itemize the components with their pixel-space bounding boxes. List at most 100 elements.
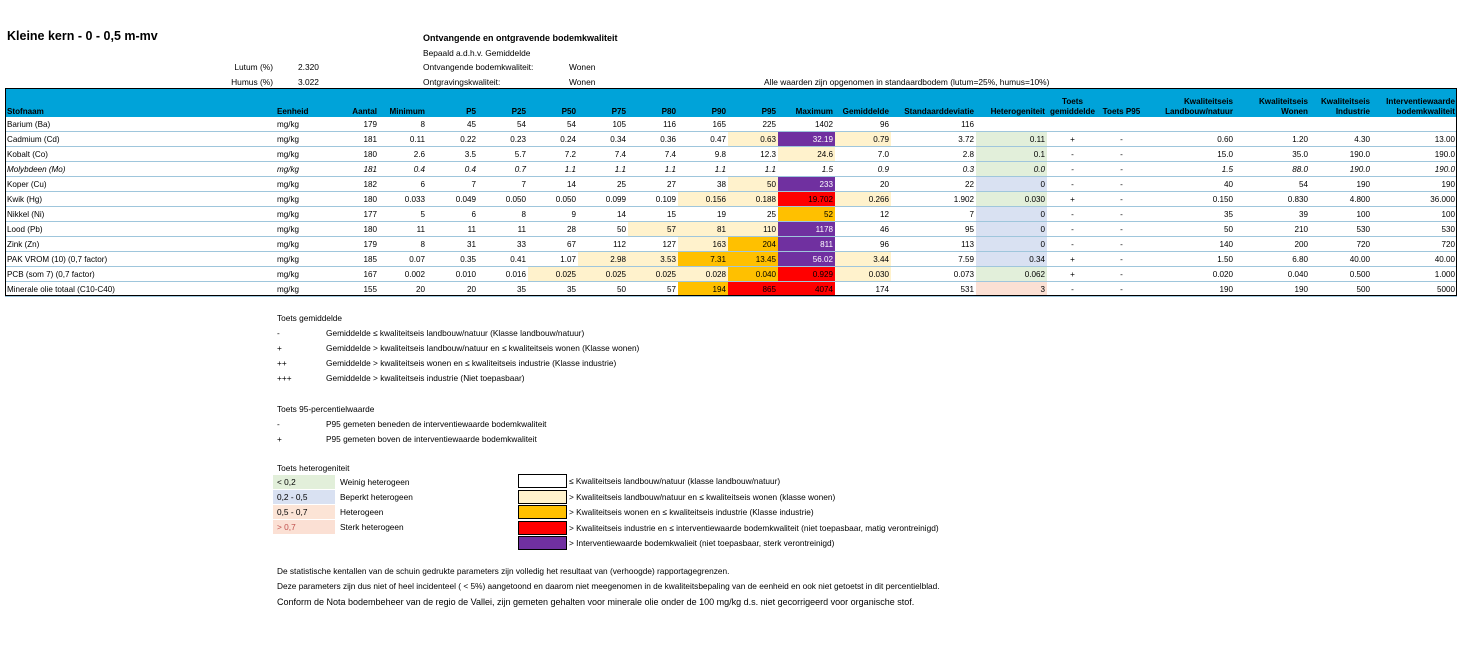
table-cell: 0.0 bbox=[976, 161, 1047, 177]
table-cell: 0.040 bbox=[1235, 266, 1310, 282]
table-cell: mg/kg bbox=[275, 251, 333, 267]
table-row: Barium (Ba) mg/kg 179 8 45 54 54 105 116 165 225 14… bbox=[5, 117, 1457, 132]
table-cell: 177 bbox=[333, 206, 379, 222]
table-cell: 45 bbox=[427, 117, 478, 132]
table-cell: Kwik (Hg) bbox=[5, 191, 275, 207]
table-cell: Nikkel (Ni) bbox=[5, 206, 275, 222]
table-cell bbox=[1047, 117, 1098, 132]
table-cell: 14 bbox=[578, 206, 628, 222]
table-cell: 0.500 bbox=[1310, 266, 1372, 282]
table-cell: 0.47 bbox=[678, 131, 728, 147]
color-swatch bbox=[518, 536, 567, 550]
table-cell: 11 bbox=[379, 221, 427, 237]
table-cell: 81 bbox=[678, 221, 728, 237]
table-cell: 96 bbox=[835, 117, 891, 132]
table-cell: 2.98 bbox=[578, 251, 628, 267]
legend-text: Gemiddelde > kwaliteitseis landbouw/natu… bbox=[326, 343, 640, 353]
table-cell: 5.7 bbox=[478, 146, 528, 162]
table-cell: 1.1 bbox=[578, 161, 628, 177]
receiving-label: Ontvangende bodemkwaliteit: bbox=[423, 62, 534, 72]
table-row: Kobalt (Co) mg/kg 180 2.6 3.5 5.7 7.2 7.4 7.4 9.8… bbox=[5, 146, 1457, 162]
table-cell bbox=[1145, 117, 1235, 132]
table-cell: 25 bbox=[728, 206, 778, 222]
table-cell: 3.53 bbox=[628, 251, 678, 267]
table-cell: 3.44 bbox=[835, 251, 891, 267]
table-cell: 0 bbox=[976, 206, 1047, 222]
table-cell: - bbox=[1047, 236, 1098, 252]
color-swatch bbox=[518, 489, 567, 504]
table-cell: 25 bbox=[578, 176, 628, 192]
table-cell bbox=[1372, 117, 1457, 132]
table-cell: 190 bbox=[1145, 281, 1235, 297]
table-cell: 1.1 bbox=[628, 161, 678, 177]
table-cell: 20 bbox=[427, 281, 478, 297]
column-header: Gemiddelde bbox=[835, 88, 891, 117]
table-cell: - bbox=[1047, 281, 1098, 297]
table-cell: + bbox=[1047, 251, 1098, 267]
legend-text: Gemiddelde ≤ kwaliteitseis landbouw/natu… bbox=[326, 328, 585, 338]
table-cell: mg/kg bbox=[275, 161, 333, 177]
table-cell: 0.016 bbox=[478, 266, 528, 282]
table-cell: 190.0 bbox=[1372, 161, 1457, 177]
legend-het-title: Toets heterogeniteit bbox=[277, 463, 350, 473]
table-cell: 190 bbox=[1372, 176, 1457, 192]
column-header: P75 bbox=[578, 88, 628, 117]
table-cell: - bbox=[1047, 221, 1098, 237]
table-cell: 40.00 bbox=[1372, 251, 1457, 267]
table-cell: 167 bbox=[333, 266, 379, 282]
table-cell: 19 bbox=[678, 206, 728, 222]
table-cell: 8 bbox=[379, 236, 427, 252]
table-cell: 1.1 bbox=[528, 161, 578, 177]
table-cell: - bbox=[1098, 221, 1145, 237]
table-cell: 0.34 bbox=[976, 251, 1047, 267]
table-cell: 57 bbox=[628, 221, 678, 237]
table-cell: 33 bbox=[478, 236, 528, 252]
table-cell: 4.30 bbox=[1310, 131, 1372, 147]
table-cell: + bbox=[1047, 266, 1098, 282]
table-cell: 0.188 bbox=[728, 191, 778, 207]
table-cell: 200 bbox=[1235, 236, 1310, 252]
table-cell: Cadmium (Cd) bbox=[5, 131, 275, 147]
table-cell: 35 bbox=[478, 281, 528, 297]
table-cell: 11 bbox=[427, 221, 478, 237]
table-cell: 179 bbox=[333, 117, 379, 132]
table-cell: 127 bbox=[628, 236, 678, 252]
table-cell: mg/kg bbox=[275, 236, 333, 252]
table-cell: 3 bbox=[976, 281, 1047, 297]
table-cell: mg/kg bbox=[275, 281, 333, 297]
table-cell: 0.34 bbox=[578, 131, 628, 147]
table-cell: 7 bbox=[478, 176, 528, 192]
column-header: Interventiewaarde bodemkwaliteit bbox=[1372, 88, 1457, 117]
table-cell: 0.1 bbox=[976, 146, 1047, 162]
table-cell: 9 bbox=[528, 206, 578, 222]
table-cell: 0.22 bbox=[427, 131, 478, 147]
table-cell: - bbox=[1098, 176, 1145, 192]
column-header: Kwaliteitseis Landbouw/natuur bbox=[1145, 88, 1235, 117]
table-cell: 110 bbox=[728, 221, 778, 237]
table-cell: 0.030 bbox=[976, 191, 1047, 207]
legend-symbol: - bbox=[277, 419, 280, 429]
table-cell: 181 bbox=[333, 131, 379, 147]
table-cell: 27 bbox=[628, 176, 678, 192]
table-cell: 1178 bbox=[778, 221, 835, 237]
table-cell: 112 bbox=[578, 236, 628, 252]
table-cell: 811 bbox=[778, 236, 835, 252]
table-cell: 720 bbox=[1310, 236, 1372, 252]
table-cell bbox=[976, 117, 1047, 132]
table-cell: 0.050 bbox=[528, 191, 578, 207]
table-cell: 210 bbox=[1235, 221, 1310, 237]
legend-text: P95 gemeten boven de interventiewaarde b… bbox=[326, 434, 537, 444]
color-swatch bbox=[518, 474, 567, 488]
legend-text: > Kwaliteitseis landbouw/natuur en ≤ kwa… bbox=[569, 491, 836, 502]
table-cell: 116 bbox=[628, 117, 678, 132]
legend-text: > Kwaliteitseis wonen en ≤ kwaliteitseis… bbox=[569, 507, 814, 517]
column-header: Minimum bbox=[379, 88, 427, 117]
footnote: Deze parameters zijn dus niet of heel in… bbox=[277, 581, 940, 591]
table-cell: 1.1 bbox=[678, 161, 728, 177]
heterogeneity-swatch: > 0,7 bbox=[273, 520, 335, 534]
table-cell: 4074 bbox=[778, 281, 835, 297]
table-cell: 163 bbox=[678, 236, 728, 252]
table-cell: 12.3 bbox=[728, 146, 778, 162]
column-header: P80 bbox=[628, 88, 678, 117]
table-cell: 204 bbox=[728, 236, 778, 252]
